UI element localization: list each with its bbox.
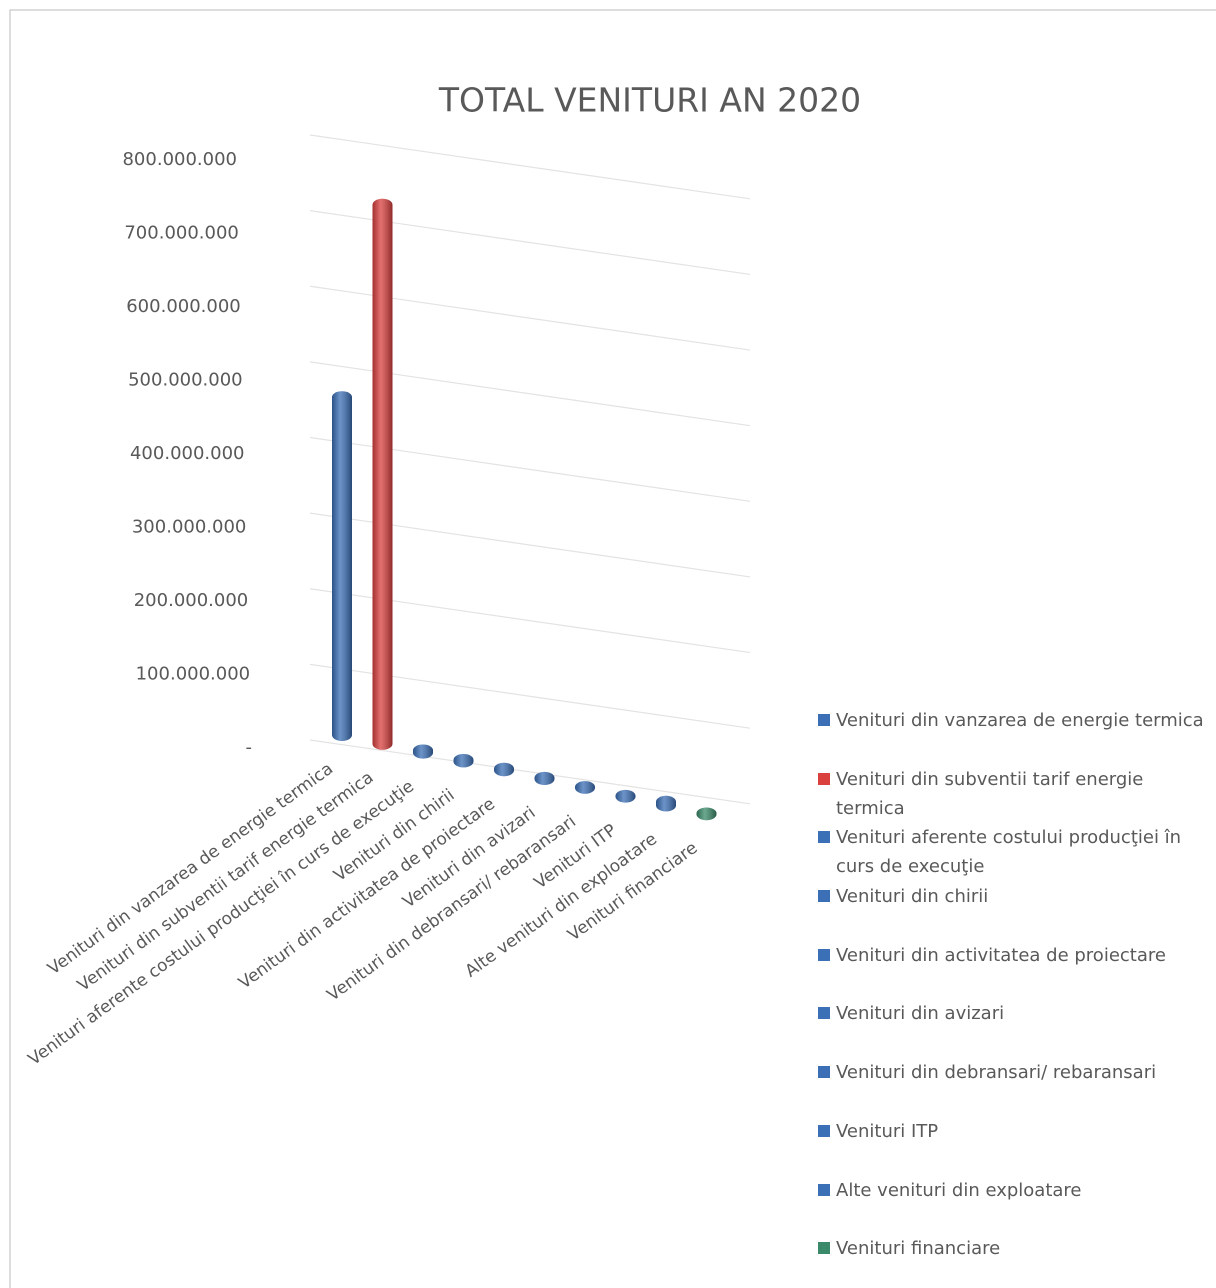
legend-item: Alte venituri din exploatare	[818, 1176, 1210, 1235]
legend-swatch	[818, 772, 830, 785]
x-tick-label: Venituri aferente costului producţiei în…	[25, 776, 418, 1069]
legend-label: Venituri din vanzarea de energie termica	[836, 710, 1204, 731]
legend-item: Venituri din activitatea de proiectare	[818, 941, 1210, 1000]
bar	[534, 771, 555, 785]
bar-shade	[332, 391, 352, 741]
bar	[494, 762, 514, 777]
legend-item: Venituri din chirii	[818, 882, 1210, 941]
legend-item: Venituri ITP	[818, 1117, 1210, 1176]
y-tick-label: 100.000.000	[136, 664, 251, 685]
legend-item: Venituri din subventii tarif energie ter…	[818, 765, 1210, 824]
bar	[413, 744, 433, 759]
y-tick-label: 500.000.000	[128, 370, 243, 391]
grid-line	[309, 739, 751, 805]
legend-swatch	[818, 1124, 830, 1137]
legend-item: Venituri din vanzarea de energie termica	[818, 706, 1210, 765]
bar-shade	[453, 753, 474, 768]
y-tick-label: 400.000.000	[130, 443, 245, 464]
legend-item: Venituri din debransari/ rebaransari	[818, 1058, 1210, 1117]
y-tick-label: 800.000.000	[122, 149, 237, 170]
bar	[372, 198, 393, 750]
legend-swatch	[818, 1242, 830, 1255]
legend-item: Venituri aferente costului producţiei în…	[818, 823, 1210, 882]
x-tick-label: Venituri din subventii tarif energie ter…	[74, 768, 377, 996]
legend-swatch	[818, 890, 830, 903]
bar-shade	[696, 807, 717, 821]
y-tick-label: 600.000.000	[126, 296, 241, 317]
bar-shade	[615, 789, 636, 803]
legend-label: Venituri din subventii tarif energie ter…	[836, 768, 1144, 819]
bar	[696, 807, 717, 821]
chart-title: TOTAL VENITURI AN 2020	[438, 81, 861, 120]
legend-swatch	[818, 831, 830, 844]
bar-shade	[575, 781, 595, 794]
bar-shade	[494, 762, 514, 777]
legend-swatch	[818, 1066, 830, 1079]
legend-label: Venituri aferente costului producţiei în…	[836, 827, 1182, 878]
y-tick-label: 200.000.000	[134, 590, 249, 611]
bar	[332, 391, 352, 741]
legend-item: Venituri financiare	[818, 1234, 1210, 1288]
y-tick-label: -	[246, 737, 253, 758]
legend: Venituri din vanzarea de energie termica…	[818, 706, 1210, 1288]
legend-swatch	[818, 1183, 830, 1196]
y-tick-label: 300.000.000	[132, 517, 247, 538]
legend-label: Venituri financiare	[836, 1238, 1001, 1260]
bar-shade	[534, 771, 555, 785]
legend-label: Venituri ITP	[836, 1120, 939, 1142]
bar-shade	[656, 795, 676, 812]
bar-shade	[413, 744, 433, 759]
legend-label: Venituri din avizari	[836, 1003, 1005, 1025]
legend-label: Venituri din chirii	[836, 886, 989, 908]
frame	[9, 9, 1216, 1288]
bar-shade	[372, 198, 393, 750]
y-tick-label: 700.000.000	[124, 223, 239, 244]
legend-swatch	[818, 1007, 830, 1020]
legend-swatch	[818, 714, 830, 726]
legend-swatch	[818, 948, 830, 961]
grid-line	[309, 134, 751, 200]
bar	[656, 795, 676, 812]
bar	[575, 781, 595, 794]
legend-item: Venituri din avizari	[818, 999, 1210, 1058]
legend-label: Alte venituri din exploatare	[836, 1179, 1082, 1201]
bar	[453, 753, 474, 768]
bar	[615, 789, 636, 803]
legend-label: Venituri din activitatea de proiectare	[836, 944, 1166, 966]
legend-label: Venituri din debransari/ rebaransari	[836, 1062, 1157, 1084]
